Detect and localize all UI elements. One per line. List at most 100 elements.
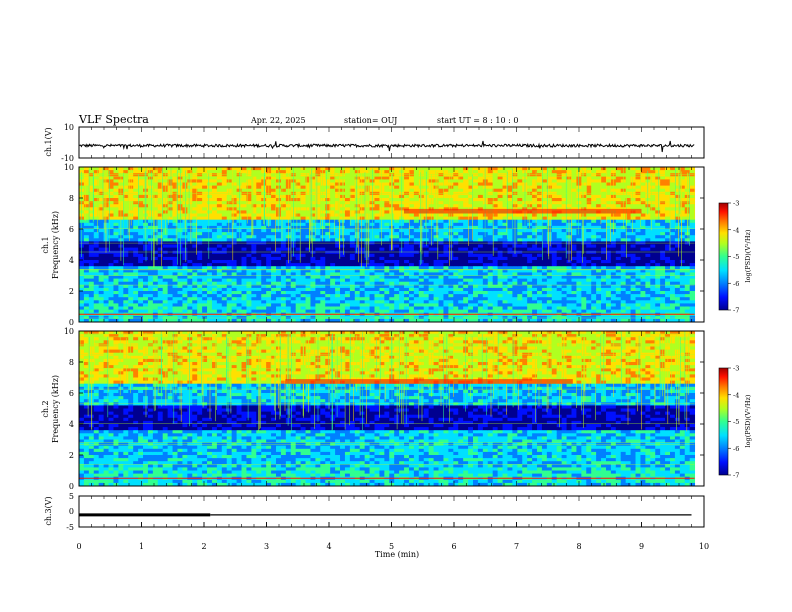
- spec-cell: [182, 250, 188, 255]
- spec-cell: [428, 275, 435, 279]
- spec-cell: [128, 232, 134, 236]
- spec-cell: [541, 306, 548, 310]
- spec-cell: [340, 318, 346, 323]
- spec-cell: [93, 318, 100, 323]
- spec-cell: [246, 229, 252, 233]
- spec-cell: [468, 297, 474, 301]
- spec-cell: [300, 194, 306, 199]
- spec-cell: [197, 201, 203, 205]
- spec-cell: [408, 194, 415, 199]
- spec-cell: [226, 294, 233, 298]
- spec-cell: [512, 253, 518, 258]
- spec-cell: [463, 170, 469, 174]
- spec-cell: [408, 167, 415, 171]
- spec-cell: [497, 185, 503, 190]
- spec-cell: [152, 179, 159, 183]
- spec-cell: [532, 219, 538, 224]
- spec-cell: [325, 182, 331, 186]
- spec-cell: [364, 250, 370, 255]
- spec-cell: [335, 250, 341, 255]
- spec-cell: [344, 167, 351, 171]
- spec-cell: [138, 269, 144, 273]
- spec-cell: [98, 300, 105, 304]
- spec-cell: [359, 210, 366, 214]
- spec-cell: [157, 229, 164, 233]
- spec-cell: [300, 291, 306, 295]
- spec-cell: [147, 315, 154, 320]
- spec-cell: [300, 244, 306, 248]
- spec-cell: [152, 247, 159, 252]
- spec-cell: [325, 167, 331, 171]
- spec-cell: [157, 309, 164, 314]
- spec-cell: [271, 294, 277, 298]
- spec-cell: [310, 291, 316, 295]
- spec-cell: [207, 303, 213, 307]
- spec-cell: [192, 247, 198, 252]
- spec-cell: [335, 297, 341, 301]
- spec-cell: [399, 300, 405, 304]
- spec-cell: [344, 275, 351, 279]
- spec-cell: [399, 253, 405, 258]
- spec-cell: [172, 176, 178, 180]
- spec-cell: [157, 300, 164, 304]
- spec-cell: [98, 269, 105, 273]
- spec-cell: [147, 272, 154, 276]
- spec-cell: [202, 235, 208, 239]
- spec-cell: [261, 263, 267, 267]
- spec-cell: [522, 315, 528, 320]
- spec-cell: [561, 272, 567, 276]
- spec-cell: [561, 198, 567, 202]
- spec-cell: [477, 284, 484, 289]
- spec-cell: [103, 300, 109, 304]
- spec-cell: [138, 256, 144, 261]
- spec-cell: [369, 284, 375, 289]
- spec-cell: [138, 263, 144, 267]
- spec-cell: [399, 315, 405, 320]
- spec-cell: [157, 278, 164, 283]
- spec-cell: [280, 216, 287, 221]
- spec-cell: [108, 213, 114, 217]
- spec-cell: [340, 250, 346, 255]
- spec-cell: [98, 188, 105, 193]
- spec-cell: [285, 281, 292, 286]
- spec-cell: [561, 284, 567, 289]
- spec-cell: [98, 275, 105, 279]
- spec-cell: [241, 287, 247, 292]
- spec-cell: [138, 232, 144, 236]
- spec-cell: [202, 303, 208, 307]
- spec-cell: [108, 253, 114, 258]
- spec-cell: [207, 244, 213, 248]
- spec-cell: [138, 201, 144, 205]
- spec-cell: [93, 176, 100, 180]
- spec-cell: [458, 225, 464, 230]
- spec-cell: [211, 300, 218, 304]
- spec-cell: [320, 291, 326, 295]
- spec-cell: [561, 176, 567, 180]
- spec-cell: [556, 194, 563, 199]
- spec-cell: [473, 204, 479, 208]
- spec-cell: [374, 229, 380, 233]
- spec-cell: [305, 244, 311, 248]
- spec-cell: [497, 272, 503, 276]
- spec-cell: [344, 278, 351, 283]
- spec-cell: [551, 275, 558, 279]
- spec-cell: [231, 291, 237, 295]
- spec-cell: [379, 278, 385, 283]
- spec-cell: [216, 266, 223, 270]
- spec-cell: [443, 219, 449, 224]
- spec-cell: [458, 269, 464, 273]
- spec-cell: [310, 232, 316, 236]
- spec-cell: [468, 269, 474, 273]
- spec-cell: [556, 170, 563, 174]
- spec-cell: [428, 266, 435, 270]
- spec-cell: [408, 260, 415, 264]
- spec-cell: [143, 263, 149, 267]
- spec-cell: [162, 306, 169, 310]
- spec-cell: [502, 238, 508, 242]
- spec-cell: [413, 266, 420, 270]
- spec-cell: [477, 278, 484, 283]
- spec-cell: [517, 253, 523, 258]
- spec-cell: [335, 229, 341, 233]
- spec-cell: [152, 244, 159, 248]
- spec-cell: [463, 244, 469, 248]
